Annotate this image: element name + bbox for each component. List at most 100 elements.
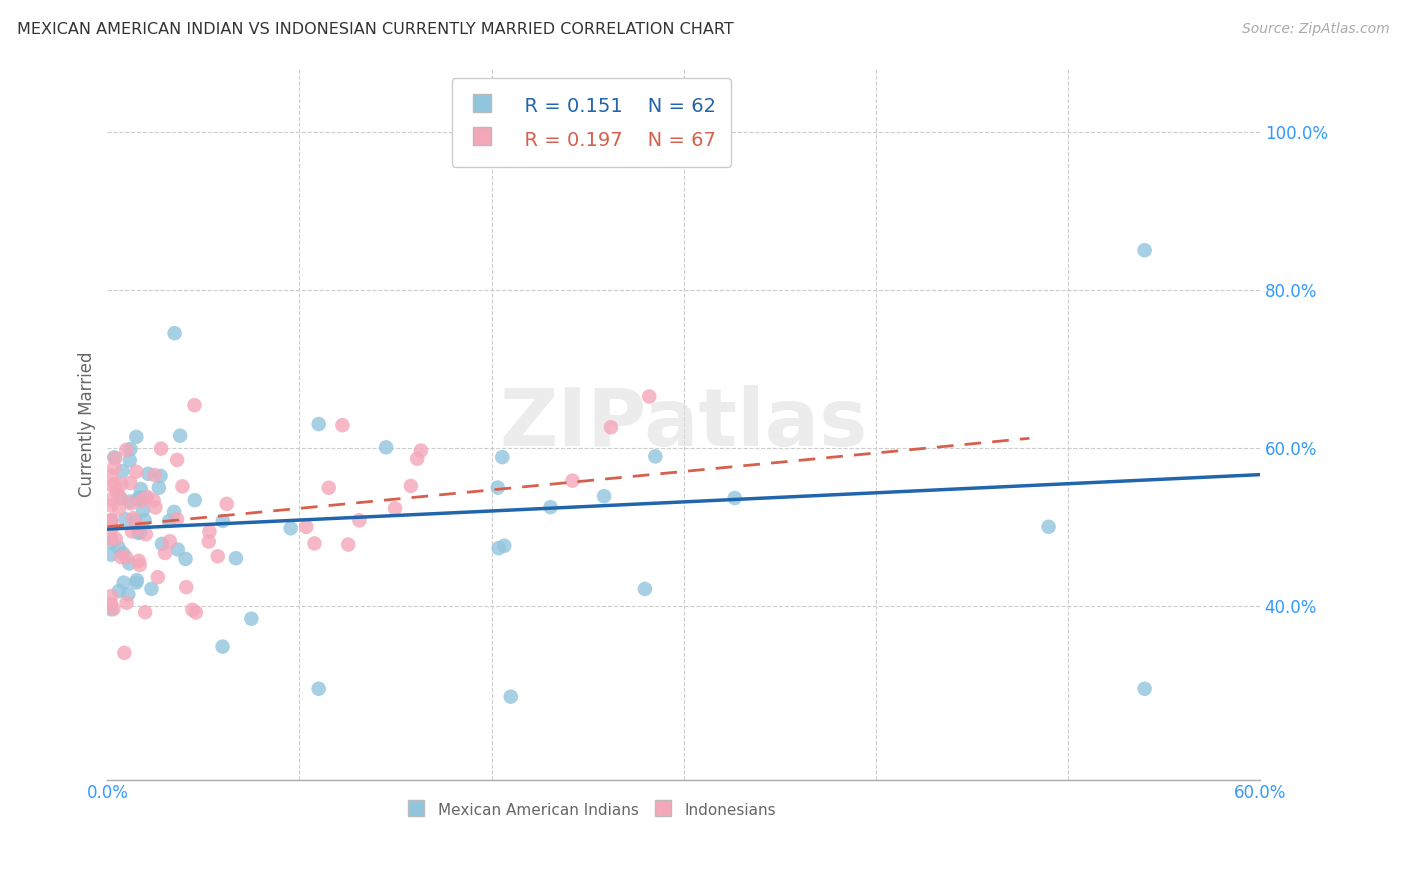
Point <box>100 548 122 562</box>
Point <box>135 527 157 541</box>
Point <box>304 536 326 550</box>
Point <box>121 524 143 539</box>
Point <box>540 500 562 515</box>
Point <box>308 681 330 696</box>
Point <box>181 603 204 617</box>
Point <box>153 546 176 560</box>
Point <box>112 575 135 590</box>
Point <box>101 479 124 493</box>
Point <box>332 418 354 433</box>
Point <box>100 602 122 616</box>
Point <box>295 520 318 534</box>
Point <box>100 492 122 507</box>
Point <box>120 496 142 510</box>
Point <box>128 491 150 505</box>
Point <box>129 524 152 539</box>
Point <box>163 326 186 341</box>
Text: Source: ZipAtlas.com: Source: ZipAtlas.com <box>1241 22 1389 37</box>
Point <box>337 537 360 551</box>
Point <box>134 513 156 527</box>
Point <box>499 690 522 704</box>
Point <box>135 490 157 504</box>
Point <box>349 513 371 527</box>
Point <box>125 573 148 587</box>
Point <box>399 479 422 493</box>
Point <box>132 503 155 517</box>
Point <box>183 398 205 412</box>
Point <box>197 534 219 549</box>
Point <box>207 549 229 564</box>
Point <box>125 465 148 479</box>
Point <box>100 535 122 549</box>
Point <box>112 646 135 660</box>
Point <box>146 570 169 584</box>
Point <box>198 524 221 539</box>
Point <box>115 596 138 610</box>
Point <box>100 515 122 529</box>
Point <box>172 479 194 493</box>
Point <box>108 491 131 505</box>
Point <box>128 526 150 541</box>
Point <box>100 468 122 483</box>
Text: MEXICAN AMERICAN INDIAN VS INDONESIAN CURRENTLY MARRIED CORRELATION CHART: MEXICAN AMERICAN INDIAN VS INDONESIAN CU… <box>17 22 734 37</box>
Point <box>103 460 125 475</box>
Point <box>174 552 197 566</box>
Point <box>110 477 132 491</box>
Point <box>118 494 141 508</box>
Point <box>240 612 263 626</box>
Point <box>174 580 197 594</box>
Point <box>184 606 207 620</box>
Point <box>115 550 138 565</box>
Point <box>105 484 128 499</box>
Point <box>409 443 432 458</box>
Legend: Mexican American Indians, Indonesians: Mexican American Indians, Indonesians <box>399 794 783 825</box>
Point <box>110 491 132 506</box>
Point <box>118 557 141 571</box>
Point <box>166 512 188 526</box>
Point <box>108 502 131 516</box>
Point <box>118 453 141 467</box>
Point <box>100 532 122 546</box>
Point <box>117 587 139 601</box>
Point <box>375 440 398 454</box>
Point <box>215 497 238 511</box>
Point <box>104 532 127 546</box>
Point <box>115 442 138 457</box>
Point <box>159 534 181 549</box>
Point <box>166 542 188 557</box>
Point <box>120 475 142 490</box>
Point <box>125 575 148 590</box>
Point <box>100 597 122 611</box>
Point <box>103 450 125 465</box>
Point <box>169 428 191 442</box>
Point <box>129 494 152 508</box>
Point <box>114 512 136 526</box>
Y-axis label: Currently Married: Currently Married <box>79 351 96 497</box>
Point <box>280 521 302 535</box>
Point <box>110 549 132 564</box>
Point <box>148 481 170 495</box>
Point <box>406 451 429 466</box>
Point <box>211 514 233 528</box>
Point <box>1133 244 1156 258</box>
Point <box>120 442 142 457</box>
Point <box>600 420 623 434</box>
Point <box>142 493 165 508</box>
Point <box>184 493 207 508</box>
Point <box>149 468 172 483</box>
Point <box>488 541 510 556</box>
Point <box>724 491 747 505</box>
Point <box>107 541 129 555</box>
Point <box>384 501 406 516</box>
Point <box>638 389 661 403</box>
Point <box>166 453 188 467</box>
Point <box>129 482 152 496</box>
Point <box>634 582 657 596</box>
Point <box>127 519 149 533</box>
Point <box>163 505 186 519</box>
Point <box>644 450 666 464</box>
Point <box>128 558 150 572</box>
Text: ZIPatlas: ZIPatlas <box>499 385 868 463</box>
Point <box>308 417 330 431</box>
Point <box>143 468 166 483</box>
